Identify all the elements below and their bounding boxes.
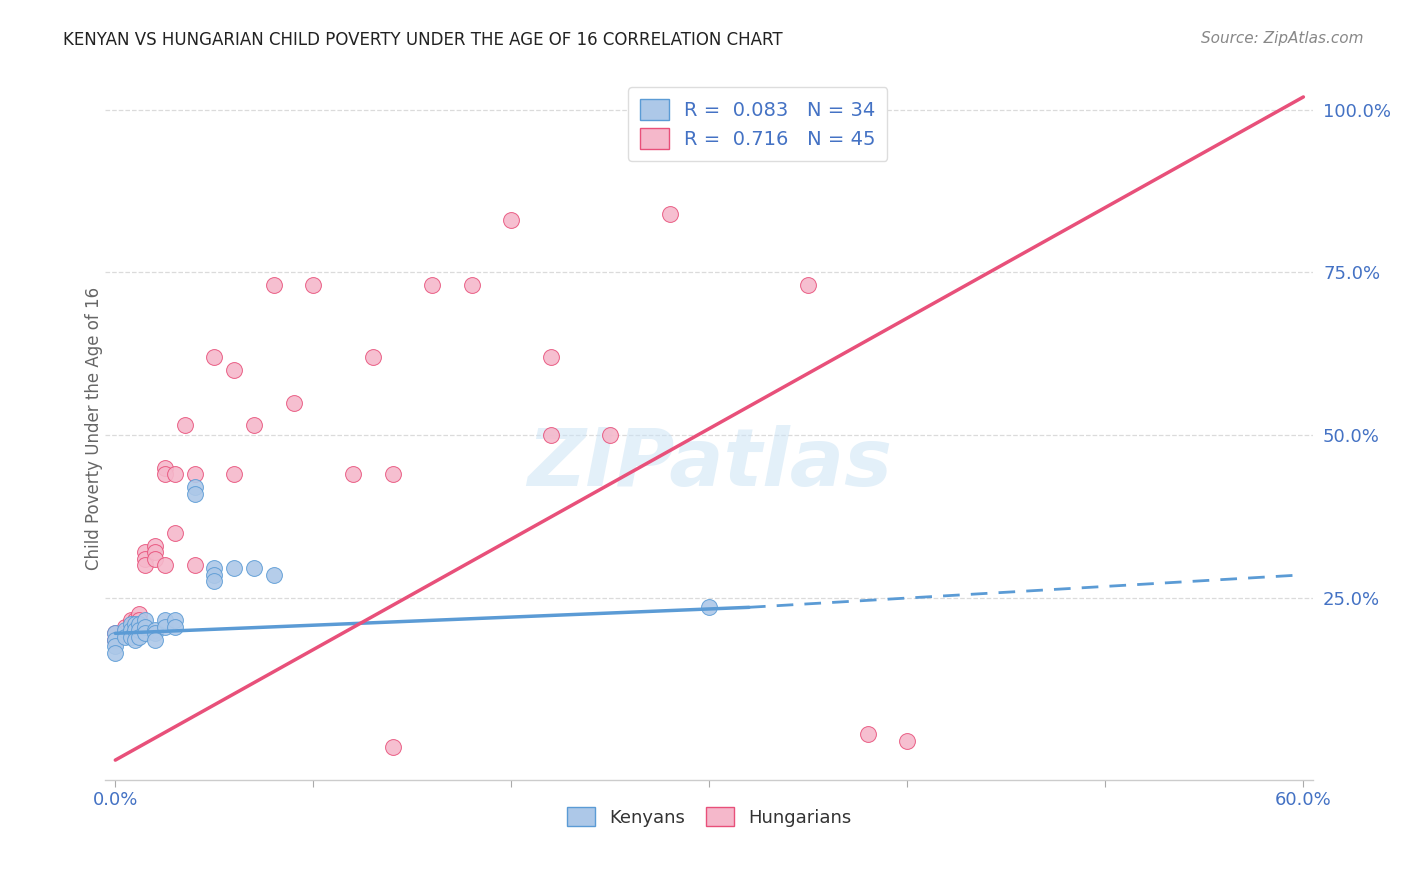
Point xyxy=(153,467,176,481)
Point xyxy=(124,613,146,627)
Point xyxy=(224,561,246,575)
Point xyxy=(163,467,186,481)
Point xyxy=(143,551,166,566)
Point xyxy=(202,561,225,575)
Point xyxy=(104,632,127,647)
Point xyxy=(224,467,246,481)
Point xyxy=(202,350,225,364)
Point xyxy=(183,558,205,572)
Point xyxy=(153,558,176,572)
Point xyxy=(420,278,443,293)
Point xyxy=(114,620,136,634)
Point xyxy=(173,418,195,433)
Point xyxy=(128,607,150,621)
Point xyxy=(124,616,146,631)
Point xyxy=(114,630,136,644)
Point xyxy=(342,467,364,481)
Point xyxy=(153,613,176,627)
Point xyxy=(797,278,820,293)
Point xyxy=(856,727,879,741)
Point xyxy=(658,207,681,221)
Point xyxy=(224,363,246,377)
Point xyxy=(381,467,404,481)
Point xyxy=(128,623,150,637)
Point xyxy=(202,567,225,582)
Point xyxy=(183,486,205,500)
Point xyxy=(143,632,166,647)
Point xyxy=(120,623,142,637)
Point xyxy=(124,632,146,647)
Point xyxy=(120,616,142,631)
Point xyxy=(134,620,156,634)
Point xyxy=(163,620,186,634)
Text: ZIPatlas: ZIPatlas xyxy=(527,425,891,502)
Point xyxy=(143,626,166,640)
Y-axis label: Child Poverty Under the Age of 16: Child Poverty Under the Age of 16 xyxy=(86,287,103,570)
Point xyxy=(134,551,156,566)
Point xyxy=(104,632,127,647)
Point xyxy=(143,539,166,553)
Point xyxy=(163,613,186,627)
Point xyxy=(361,350,384,364)
Point xyxy=(114,626,136,640)
Point xyxy=(163,525,186,540)
Point xyxy=(128,630,150,644)
Point xyxy=(263,278,285,293)
Point xyxy=(381,740,404,755)
Point xyxy=(120,613,142,627)
Point xyxy=(263,567,285,582)
Point xyxy=(183,480,205,494)
Point xyxy=(540,428,562,442)
Point xyxy=(699,600,721,615)
Point xyxy=(302,278,325,293)
Point xyxy=(104,646,127,660)
Point xyxy=(134,545,156,559)
Legend: Kenyans, Hungarians: Kenyans, Hungarians xyxy=(560,800,859,834)
Point xyxy=(243,561,266,575)
Point xyxy=(153,460,176,475)
Text: Source: ZipAtlas.com: Source: ZipAtlas.com xyxy=(1201,31,1364,46)
Point xyxy=(153,620,176,634)
Point xyxy=(104,626,127,640)
Point xyxy=(120,620,142,634)
Text: KENYAN VS HUNGARIAN CHILD POVERTY UNDER THE AGE OF 16 CORRELATION CHART: KENYAN VS HUNGARIAN CHILD POVERTY UNDER … xyxy=(63,31,783,49)
Point xyxy=(124,620,146,634)
Point xyxy=(128,616,150,631)
Point xyxy=(283,395,305,409)
Point xyxy=(599,428,621,442)
Point xyxy=(104,640,127,654)
Point xyxy=(124,623,146,637)
Point xyxy=(120,630,142,644)
Point xyxy=(134,613,156,627)
Point xyxy=(501,213,523,227)
Point xyxy=(461,278,484,293)
Point xyxy=(143,545,166,559)
Point xyxy=(202,574,225,589)
Point xyxy=(540,350,562,364)
Point xyxy=(128,613,150,627)
Point xyxy=(134,558,156,572)
Point xyxy=(896,733,918,747)
Point xyxy=(114,623,136,637)
Point xyxy=(243,418,266,433)
Point xyxy=(104,626,127,640)
Point xyxy=(143,623,166,637)
Point xyxy=(183,467,205,481)
Point xyxy=(134,626,156,640)
